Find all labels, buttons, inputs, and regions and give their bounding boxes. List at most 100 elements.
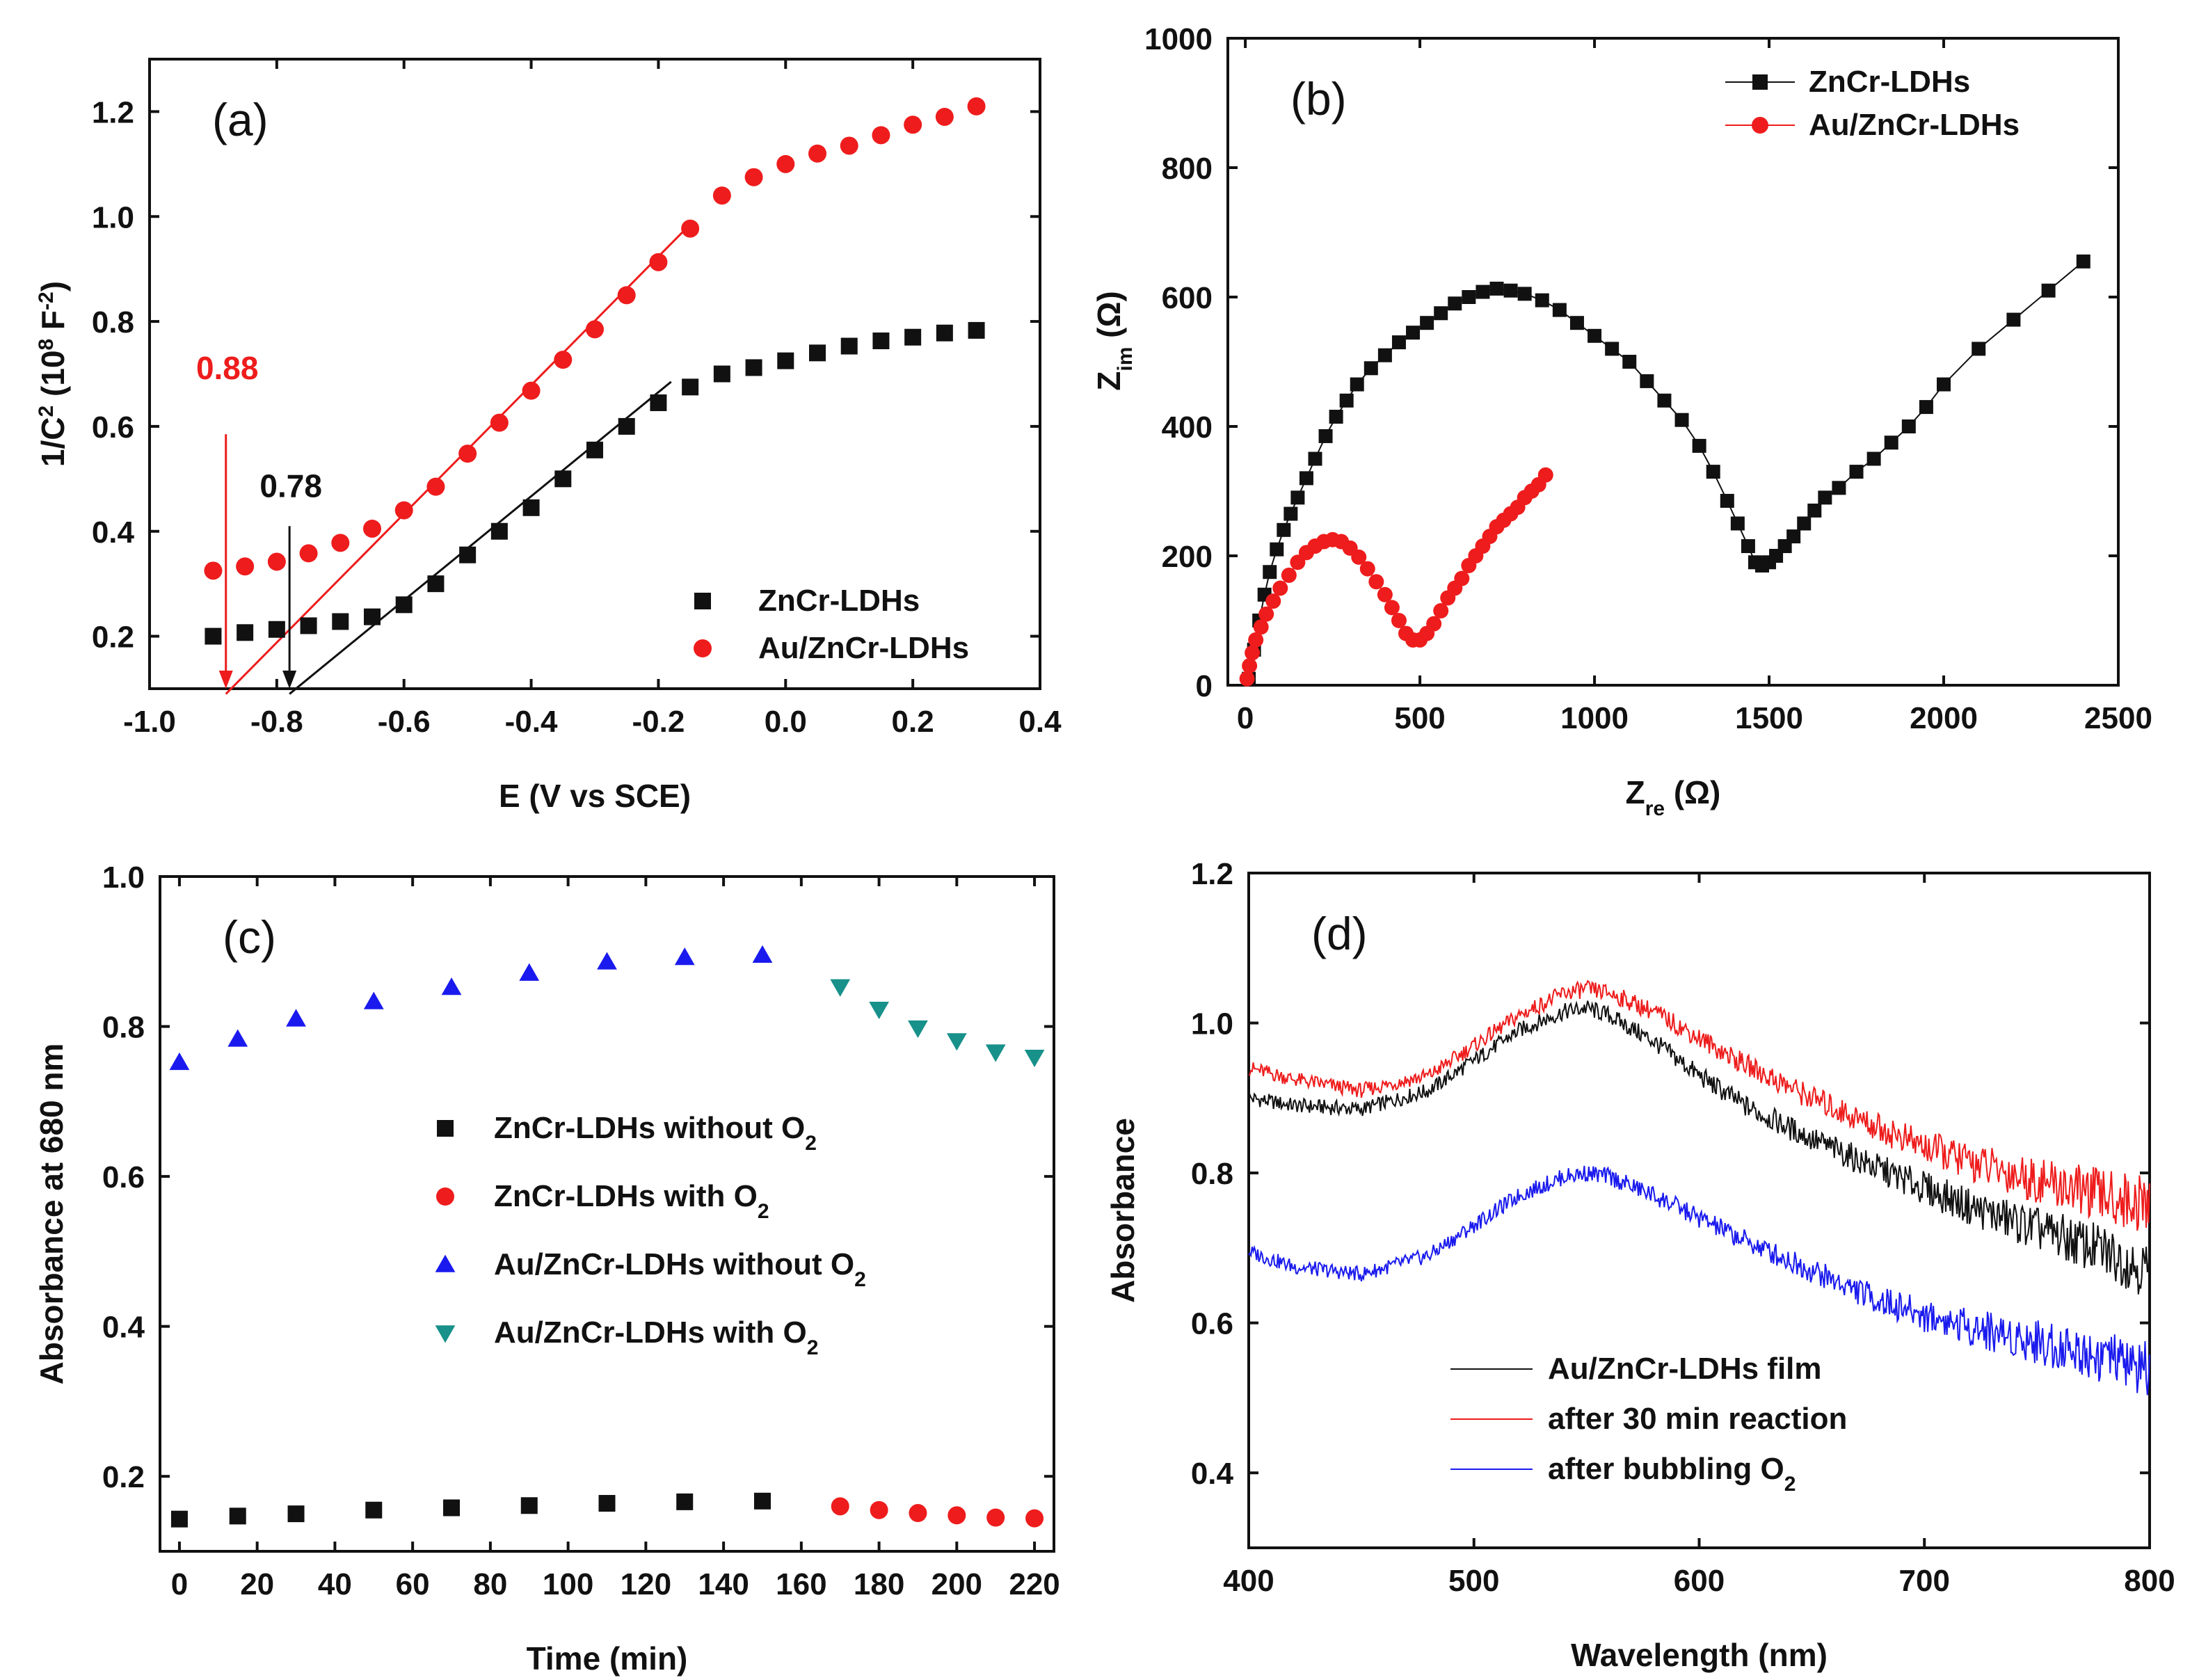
panel-label: (a) xyxy=(212,94,269,145)
x-tick-label: -0.2 xyxy=(632,705,685,739)
spectrum-line xyxy=(1248,1165,2150,1395)
data-point xyxy=(1272,580,1288,596)
data-point xyxy=(1258,606,1274,622)
data-point xyxy=(869,1001,889,1020)
data-point xyxy=(904,115,922,134)
data-point xyxy=(1503,283,1518,298)
data-point xyxy=(1433,603,1449,619)
y-tick-label: 1000 xyxy=(1144,22,1213,56)
fit-line xyxy=(225,223,691,695)
legend-label: after bubbling O2 xyxy=(1548,1452,1796,1496)
x-tick-label: 60 xyxy=(396,1567,430,1601)
data-point xyxy=(1350,377,1364,392)
y-tick-label: 600 xyxy=(1162,281,1213,315)
data-point xyxy=(986,1508,1005,1527)
legend-marker xyxy=(435,1254,456,1272)
y-tick-label: 200 xyxy=(1162,540,1213,574)
data-point xyxy=(777,352,794,369)
plot-frame xyxy=(148,58,1041,690)
data-point xyxy=(169,1052,190,1071)
y-label-part: Z xyxy=(1091,371,1127,391)
data-point xyxy=(443,1499,461,1517)
data-point xyxy=(300,617,317,634)
x-tick-label: 0.0 xyxy=(765,705,807,739)
data-point xyxy=(649,253,668,271)
data-point xyxy=(1640,374,1654,388)
data-point xyxy=(1359,561,1375,577)
data-point xyxy=(946,1033,967,1051)
data-point xyxy=(1391,613,1407,628)
x-tick-label: 220 xyxy=(1009,1567,1059,1601)
x-tick-label: 500 xyxy=(1394,701,1445,735)
data-point xyxy=(840,136,858,155)
data-point xyxy=(1552,303,1567,317)
data-point xyxy=(1434,306,1448,321)
legend-marker xyxy=(437,1120,454,1137)
fit-line xyxy=(289,381,672,695)
data-point xyxy=(1364,361,1378,376)
data-point xyxy=(1253,619,1269,635)
x-tick-label: 120 xyxy=(621,1567,671,1601)
data-point xyxy=(459,546,477,563)
data-point xyxy=(1786,529,1801,544)
x-tick-label: 0.2 xyxy=(892,705,934,739)
data-point xyxy=(1284,506,1298,521)
data-point xyxy=(682,378,699,396)
arrow-head xyxy=(218,671,233,689)
legend-text: ZnCr-LDHs with O xyxy=(494,1179,758,1213)
y-label-sup: 2 xyxy=(35,406,58,417)
data-point xyxy=(519,963,540,981)
data-point xyxy=(520,1497,538,1514)
data-point xyxy=(1281,567,1297,583)
data-point xyxy=(1462,290,1476,304)
y-axis-label: Absorbance xyxy=(1105,1118,1141,1303)
panel-c: 0 20 40 60 80 100 120 140 160 180 200 220 0.2 0.4 0.6 0… xyxy=(33,861,1060,1677)
data-point xyxy=(904,328,922,346)
data-point xyxy=(618,417,635,435)
y-tick-label: 1.0 xyxy=(102,861,145,895)
data-point xyxy=(1024,1049,1045,1068)
data-point xyxy=(1537,467,1553,483)
data-point xyxy=(1391,335,1406,350)
data-point xyxy=(1277,522,1291,537)
data-point xyxy=(1588,328,1602,343)
data-point xyxy=(1368,574,1384,590)
data-point xyxy=(1454,570,1470,586)
data-point xyxy=(331,534,350,552)
panel-label: (d) xyxy=(1311,908,1368,959)
legend-marker xyxy=(435,1325,456,1343)
data-point xyxy=(1741,539,1755,554)
data-point xyxy=(830,979,851,997)
y-label-part: ) xyxy=(35,281,71,291)
data-point xyxy=(1245,645,1261,661)
data-point xyxy=(1290,554,1306,570)
data-point xyxy=(935,107,954,126)
data-point xyxy=(598,1495,616,1512)
plot-frame xyxy=(1226,37,2120,687)
data-point xyxy=(831,1497,849,1516)
data-point xyxy=(809,344,826,362)
data-point xyxy=(1489,281,1504,296)
data-point xyxy=(1866,451,1881,466)
data-point xyxy=(227,1029,248,1047)
y-tick-label: 0 xyxy=(1196,669,1213,703)
data-point xyxy=(1420,316,1434,330)
x-tick-label: 0 xyxy=(171,1567,188,1601)
data-point xyxy=(1406,326,1421,340)
data-point xyxy=(985,1044,1006,1062)
data-point xyxy=(1849,465,1864,479)
x-axis-label: Time (min) xyxy=(527,1640,688,1677)
legend-marker xyxy=(694,639,712,657)
x-label-part: Z xyxy=(1626,774,1645,810)
data-point xyxy=(1329,410,1343,424)
x-tick-label: 180 xyxy=(854,1567,904,1601)
data-point xyxy=(490,522,508,540)
data-point xyxy=(364,608,381,625)
x-tick-label: 200 xyxy=(931,1567,982,1601)
data-point xyxy=(745,359,762,376)
legend-text: ZnCr-LDHs without O xyxy=(494,1111,805,1145)
data-point xyxy=(752,945,773,963)
data-point xyxy=(522,499,540,516)
data-point xyxy=(1318,429,1333,443)
data-point xyxy=(674,947,695,966)
